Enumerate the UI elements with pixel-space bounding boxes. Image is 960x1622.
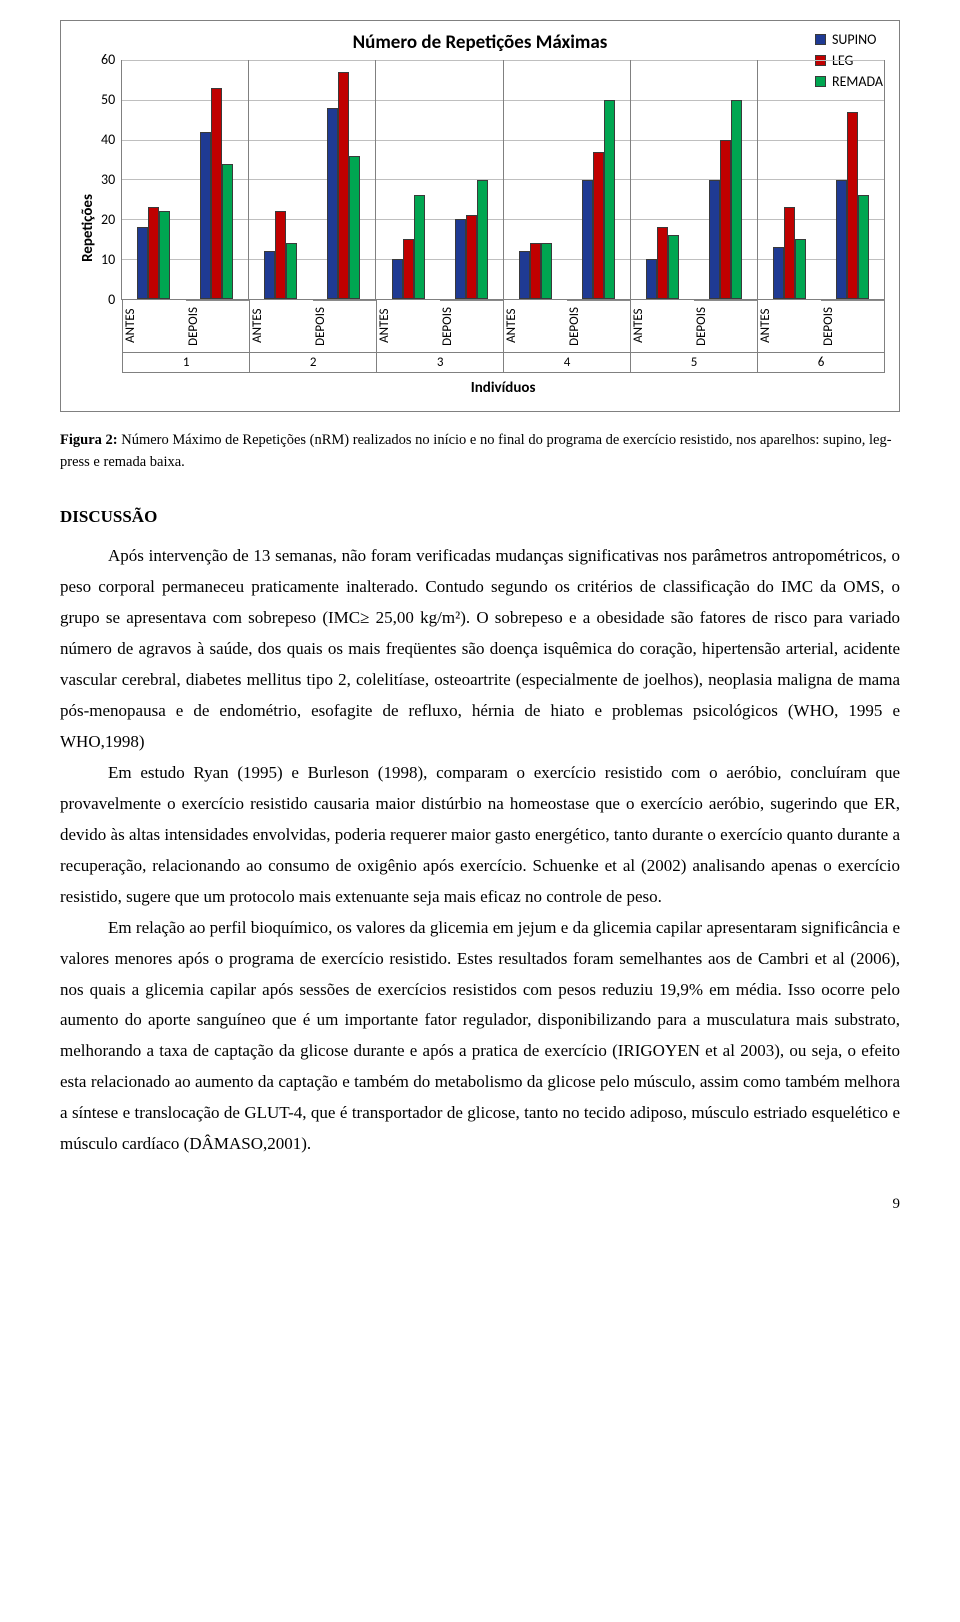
xgroup-4: ANTESDEPOIS4: [504, 300, 631, 373]
bar-subgroup-antes: [504, 60, 567, 299]
chart-bars: [122, 60, 885, 299]
xtick-group: 6: [758, 352, 884, 372]
chart-frame: Número de Repetições Máximas SUPINO LEG …: [60, 20, 900, 412]
bar-supino: [264, 251, 275, 299]
bar-remada: [286, 243, 297, 299]
bar-leg: [148, 207, 159, 299]
bar-supino: [646, 259, 657, 299]
legend-label-supino: SUPINO: [832, 31, 876, 48]
bar-subgroup-depois: [312, 60, 375, 299]
xgroup-5: ANTESDEPOIS5: [631, 300, 758, 373]
bar-remada: [604, 100, 615, 299]
xtick-sub: ANTES: [377, 300, 440, 352]
xtick-sub: ANTES: [504, 300, 567, 352]
figure-caption-text: Número Máximo de Repetições (nRM) realiz…: [60, 432, 892, 470]
chart-yaxis: 6050403020100: [101, 60, 121, 300]
bar-supino: [773, 247, 784, 299]
section-heading-discussao: DISCUSSÃO: [60, 507, 900, 527]
bar-subgroup-antes: [376, 60, 439, 299]
bar-remada: [731, 100, 742, 299]
bar-leg: [403, 239, 414, 299]
figure-caption-label: Figura 2:: [60, 432, 118, 448]
xgroup-2: ANTESDEPOIS2: [250, 300, 377, 373]
bar-leg: [211, 88, 222, 299]
xtick-sub: ANTES: [758, 300, 821, 352]
bar-subgroup-antes: [631, 60, 694, 299]
chart-title: Número de Repetições Máximas: [75, 31, 885, 54]
xtick-sub: DEPOIS: [821, 300, 884, 352]
bar-group-4: [504, 60, 631, 299]
legend-item-supino: SUPINO: [815, 31, 883, 48]
bar-group-6: [758, 60, 885, 299]
bar-group-5: [631, 60, 758, 299]
xtick-sub: ANTES: [250, 300, 313, 352]
bar-supino: [137, 227, 148, 299]
xtick-group: 3: [377, 352, 503, 372]
bar-remada: [159, 211, 170, 299]
xtick-sub: DEPOIS: [186, 300, 249, 352]
chart-xaxis: ANTESDEPOIS1ANTESDEPOIS2ANTESDEPOIS3ANTE…: [121, 300, 885, 373]
bar-remada: [477, 180, 488, 300]
bar-supino: [582, 180, 593, 300]
bar-subgroup-depois: [821, 60, 884, 299]
xtick-sub: DEPOIS: [694, 300, 757, 352]
chart-xlabel: Indivíduos: [121, 379, 885, 397]
bar-supino: [519, 251, 530, 299]
bar-subgroup-antes: [249, 60, 312, 299]
bar-remada: [668, 235, 679, 299]
xgroup-1: ANTESDEPOIS1: [122, 300, 250, 373]
bar-group-1: [122, 60, 249, 299]
bar-remada: [414, 195, 425, 299]
paragraph-2: Em estudo Ryan (1995) e Burleson (1998),…: [60, 758, 900, 913]
page-number: 9: [60, 1196, 900, 1213]
bar-subgroup-depois: [567, 60, 630, 299]
bar-remada: [222, 164, 233, 299]
bar-subgroup-antes: [122, 60, 185, 299]
bar-supino: [327, 108, 338, 299]
bar-group-3: [376, 60, 503, 299]
xtick-sub: ANTES: [631, 300, 694, 352]
bar-remada: [858, 195, 869, 299]
xgroup-3: ANTESDEPOIS3: [377, 300, 504, 373]
bar-leg: [530, 243, 541, 299]
xtick-group: 4: [504, 352, 630, 372]
paragraph-1: Após intervenção de 13 semanas, não fora…: [60, 541, 900, 758]
bar-leg: [466, 215, 477, 299]
bar-leg: [847, 112, 858, 299]
xtick-sub: DEPOIS: [313, 300, 376, 352]
bar-subgroup-depois: [440, 60, 503, 299]
chart-ylabel: Repetições: [75, 60, 101, 397]
bar-leg: [657, 227, 668, 299]
bar-supino: [392, 259, 403, 299]
xgroup-6: ANTESDEPOIS6: [758, 300, 885, 373]
xtick-group: 2: [250, 352, 376, 372]
bar-leg: [275, 211, 286, 299]
bar-supino: [200, 132, 211, 299]
bar-group-2: [249, 60, 376, 299]
bar-leg: [784, 207, 795, 299]
bar-leg: [338, 72, 349, 299]
bar-leg: [593, 152, 604, 299]
paragraph-3: Em relação ao perfil bioquímico, os valo…: [60, 913, 900, 1161]
bar-subgroup-depois: [185, 60, 248, 299]
bar-remada: [349, 156, 360, 299]
bar-supino: [709, 180, 720, 300]
xtick-sub: DEPOIS: [440, 300, 503, 352]
bar-supino: [836, 180, 847, 300]
bar-subgroup-depois: [694, 60, 757, 299]
figure-caption: Figura 2: Número Máximo de Repetições (n…: [60, 430, 900, 474]
xtick-group: 1: [123, 352, 249, 372]
xtick-sub: ANTES: [123, 300, 186, 352]
chart-plot-area: [121, 60, 885, 300]
bar-subgroup-antes: [758, 60, 821, 299]
bar-leg: [720, 140, 731, 299]
bar-remada: [541, 243, 552, 299]
bar-supino: [455, 219, 466, 299]
legend-swatch-supino: [815, 34, 826, 45]
xtick-group: 5: [631, 352, 757, 372]
xtick-sub: DEPOIS: [567, 300, 630, 352]
bar-remada: [795, 239, 806, 299]
